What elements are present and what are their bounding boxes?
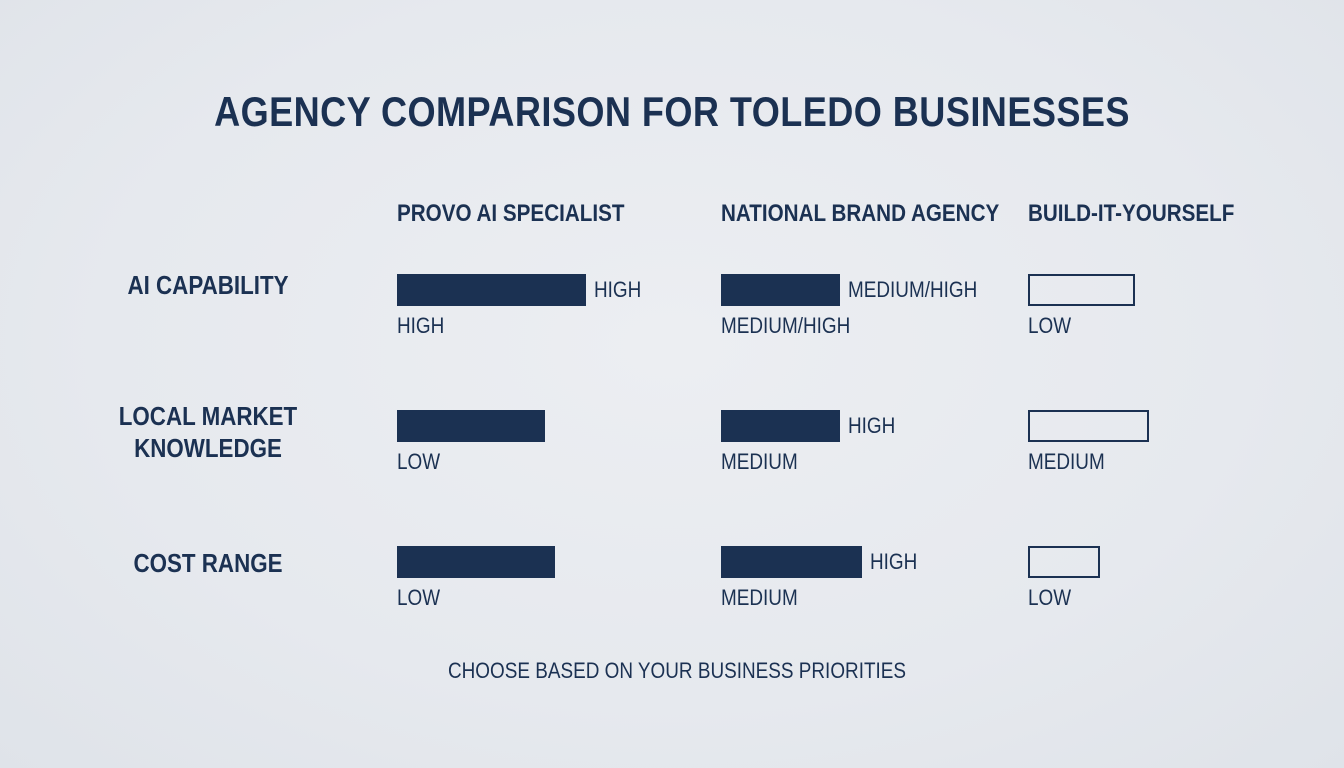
- rating-label: LOW: [397, 449, 441, 474]
- column-header: PROVO AI SPECIALIST: [397, 200, 625, 227]
- bar: [721, 410, 840, 442]
- chart-title: AGENCY COMPARISON FOR TOLEDO BUSINESSES: [214, 88, 1130, 135]
- bar: [1028, 546, 1100, 578]
- bar: [397, 410, 545, 442]
- bar-label: HIGH: [594, 277, 642, 302]
- bar-label: HIGH: [870, 549, 918, 574]
- bar: [721, 546, 862, 578]
- rating-label: MEDIUM: [1028, 449, 1105, 474]
- bar-label: HIGH: [848, 413, 896, 438]
- bar: [721, 274, 840, 306]
- bar-label: MEDIUM/HIGH: [848, 277, 978, 302]
- column-header: NATIONAL BRAND AGENCY: [721, 200, 1000, 227]
- rating-label: HIGH: [397, 313, 445, 338]
- row-header: AI CAPABILITY: [127, 270, 289, 300]
- row-header: LOCAL MARKET KNOWLEDGE: [118, 401, 298, 463]
- bar: [397, 546, 555, 578]
- rating-label: LOW: [1028, 585, 1072, 610]
- rating-label: MEDIUM: [721, 585, 798, 610]
- rating-label: LOW: [1028, 313, 1072, 338]
- row-header: COST RANGE: [133, 548, 283, 578]
- rating-label: MEDIUM: [721, 449, 798, 474]
- column-header: BUILD-IT-YOURSELF: [1028, 200, 1235, 227]
- bar: [1028, 410, 1149, 442]
- bar: [1028, 274, 1135, 306]
- rating-label: MEDIUM/HIGH: [721, 313, 851, 338]
- footer-note: CHOOSE BASED ON YOUR BUSINESS PRIORITIES: [447, 658, 907, 683]
- bar: [397, 274, 586, 306]
- rating-label: LOW: [397, 585, 441, 610]
